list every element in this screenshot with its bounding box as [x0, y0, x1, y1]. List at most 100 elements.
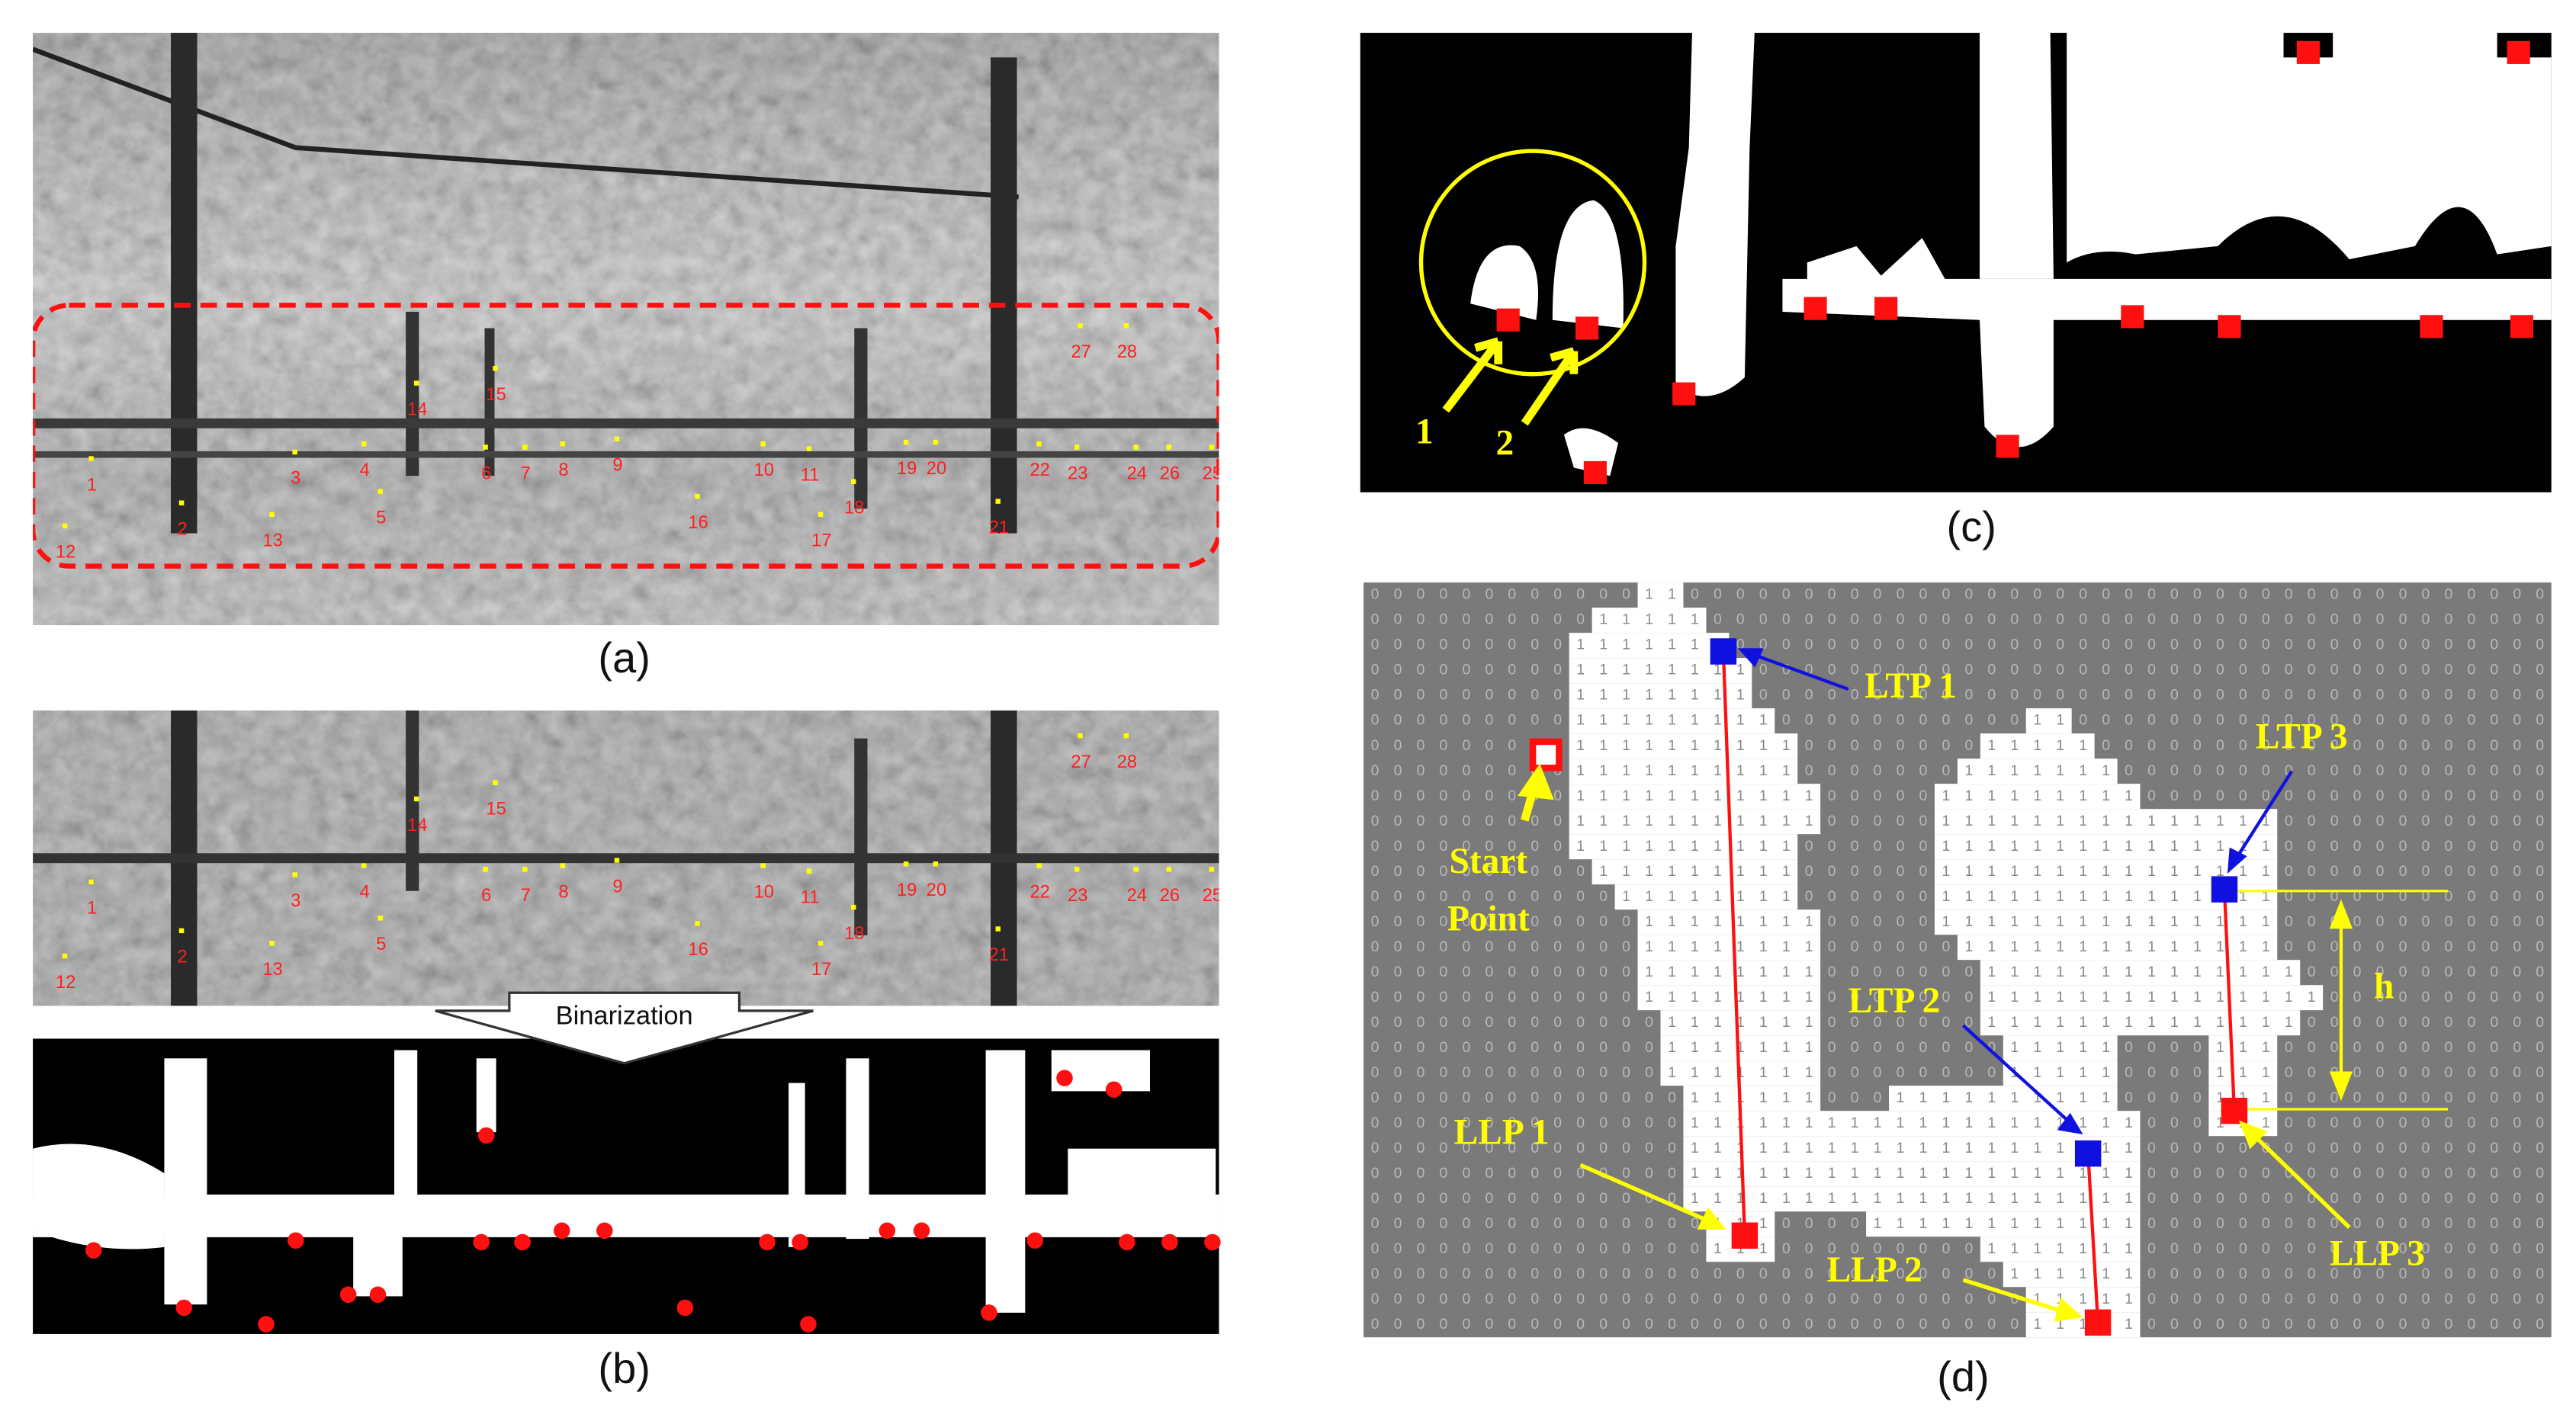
- pixel-digit: 0: [1485, 1140, 1493, 1156]
- pixel-digit: 0: [1599, 1140, 1608, 1156]
- pixel-digit: 0: [2422, 712, 2430, 729]
- pixel-digit: 0: [2353, 762, 2362, 779]
- pixel-digit: 1: [1942, 1115, 1951, 1131]
- pixel-digit: 0: [2490, 1064, 2498, 1081]
- tree-label: 25: [1203, 886, 1222, 906]
- pixel-digit: 1: [1668, 737, 1676, 754]
- pixel-digit: 1: [2125, 1265, 2133, 1282]
- pixel-digit: 0: [1440, 888, 1448, 905]
- pixel-digit: 1: [1645, 989, 1653, 1006]
- pixel-digit: 0: [2330, 737, 2339, 754]
- object-pixels: [1592, 859, 1798, 885]
- pixel-digit: 1: [2056, 1215, 2064, 1232]
- pixel-digit: 1: [2079, 787, 2087, 804]
- pixel-digit: 0: [2193, 1291, 2202, 1307]
- pixel-digit: 1: [1964, 1115, 1973, 1131]
- pixel-digit: 0: [1942, 687, 1951, 704]
- pixel-digit: 0: [2239, 1291, 2247, 1307]
- tree-dot: [560, 441, 566, 447]
- pixel-digit: 0: [2490, 1240, 2498, 1257]
- pixel-digit: 0: [2353, 1165, 2362, 1182]
- pixel-digit: 0: [1440, 938, 1448, 955]
- lowest-point: [175, 1299, 193, 1317]
- pixel-digit: 0: [1531, 611, 1539, 628]
- pixel-digit: 0: [2330, 838, 2339, 855]
- pixel-digit: 1: [2216, 863, 2224, 880]
- pixel-digit: 0: [2490, 1265, 2498, 1282]
- tree-label: 3: [291, 891, 300, 911]
- pixel-digit: 1: [1782, 1014, 1791, 1031]
- pixel-digit: 0: [2285, 712, 2293, 729]
- tree-label: 24: [1127, 886, 1147, 906]
- pixel-digit: 0: [1553, 1039, 1562, 1056]
- pixel-digit: 1: [1964, 787, 1973, 804]
- pixel-digit: 0: [2216, 787, 2224, 804]
- pixel-digit: 0: [1759, 1265, 1768, 1282]
- pixel-digit: 0: [1897, 712, 1905, 729]
- pixel-digit: 1: [1691, 1064, 1699, 1081]
- pixel-digit: 1: [1759, 737, 1768, 754]
- pixel-digit: 0: [2490, 1014, 2498, 1031]
- pixel-digit: 0: [2467, 1089, 2475, 1106]
- pixel-digit: 0: [1462, 637, 1470, 653]
- pixel-digit: 0: [2513, 1240, 2521, 1257]
- pixel-digit: 1: [2216, 964, 2224, 980]
- pixel-digit: 0: [1394, 712, 1402, 729]
- pixel-digit: 1: [1668, 964, 1676, 980]
- pixel-digit: 0: [1394, 1265, 1402, 1282]
- pixel-digit: 0: [1828, 1039, 1836, 1056]
- pixel-digit: 1: [1645, 611, 1653, 628]
- pixel-digit: 1: [2102, 888, 2110, 905]
- pixel-digit: 0: [2536, 863, 2544, 880]
- pixel-digit: 0: [1919, 737, 1928, 754]
- pixel-digit: 1: [1714, 913, 1722, 930]
- pixel-digit: 0: [1440, 1240, 1448, 1257]
- pixel-digit: 1: [2033, 1316, 2041, 1333]
- pixel-digit: 0: [1394, 611, 1402, 628]
- pixel-digit: 1: [2308, 989, 2316, 1006]
- pixel-digit: 0: [1485, 964, 1493, 980]
- pixel-digit: 1: [2285, 1014, 2293, 1031]
- pixel-digit: 1: [2125, 989, 2133, 1006]
- object-pixels: [1569, 784, 1821, 810]
- pixel-digit: 0: [1371, 586, 1380, 603]
- pixel-digit: 0: [1371, 1115, 1380, 1131]
- pixel-digit: 0: [1508, 712, 1516, 729]
- pixel-digit: 1: [2056, 888, 2064, 905]
- pixel-digit: 1: [1942, 913, 1951, 930]
- pixel-digit: 0: [2308, 888, 2316, 905]
- pixel-digit: 0: [2445, 1240, 2453, 1257]
- pixel-digit: 0: [2285, 888, 2293, 905]
- pixel-digit: 1: [1599, 762, 1608, 779]
- pixel-digit: 0: [2490, 1140, 2498, 1156]
- ltp-label: LTP 1: [1865, 666, 1957, 706]
- pixel-digit: 0: [2193, 586, 2202, 603]
- pixel-digit: 0: [1440, 586, 1448, 603]
- tree-dot: [1078, 733, 1083, 739]
- pixel-digit: 1: [1691, 762, 1699, 779]
- pixel-digit: 0: [1942, 1291, 1951, 1307]
- tree-dot: [560, 863, 566, 868]
- pixel-digit: 0: [2376, 662, 2385, 678]
- pixel-digit: 0: [2513, 1316, 2521, 1333]
- pixel-digit: 0: [1851, 712, 1859, 729]
- pixel-digit: 0: [1462, 1215, 1470, 1232]
- pixel-digit: 0: [1782, 1240, 1791, 1257]
- pixel-digit: 0: [1919, 1291, 1928, 1307]
- pixel-digit: 0: [1371, 637, 1380, 653]
- pixel-digit: 1: [2033, 712, 2041, 729]
- lowest-point: [1804, 297, 1827, 320]
- pixel-digit: 0: [1874, 611, 1882, 628]
- pixel-digit: 0: [1714, 1316, 1722, 1333]
- pixel-digit: 0: [2399, 737, 2407, 754]
- pixel-digit: 1: [1874, 1190, 1882, 1207]
- pixel-digit: 0: [2399, 787, 2407, 804]
- pixel-digit: 0: [1576, 1165, 1585, 1182]
- pixel-digit: 0: [1897, 1240, 1905, 1257]
- pixel-digit: 1: [1942, 787, 1951, 804]
- pixel-digit: 0: [1645, 1165, 1653, 1182]
- pixel-digit: 0: [2308, 838, 2316, 855]
- pixel-digit: 1: [2010, 863, 2019, 880]
- pixel-digit: 0: [2422, 838, 2430, 855]
- pixel-digit: 1: [1736, 1064, 1745, 1081]
